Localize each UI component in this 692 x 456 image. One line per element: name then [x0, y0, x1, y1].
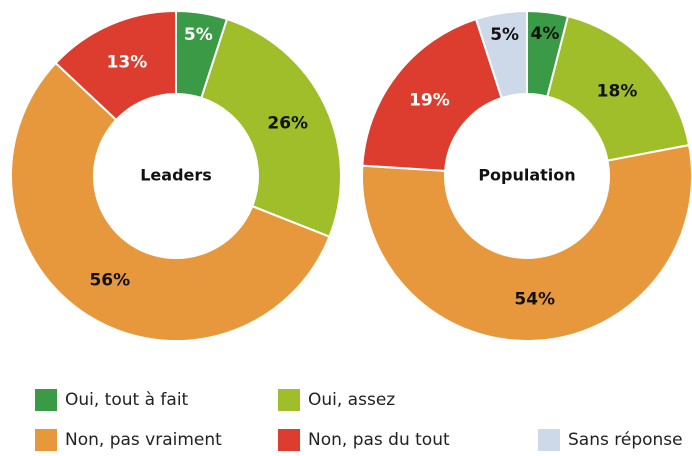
value-label: 5%: [490, 25, 519, 45]
donut-segment: [200, 17, 342, 239]
donut-segment: [361, 143, 692, 342]
legend-label: Non, pas du tout: [308, 430, 450, 450]
legend-swatch: [35, 429, 57, 451]
value-label: 4%: [530, 24, 559, 44]
value-label: 19%: [409, 90, 450, 110]
legend-swatch: [35, 389, 57, 411]
legend-label: Sans réponse: [568, 430, 683, 450]
legend-label: Non, pas vraiment: [65, 430, 222, 450]
donut-segment: [361, 17, 503, 172]
legend-swatch: [278, 429, 300, 451]
donut-segment: [10, 61, 331, 342]
center-label: Leaders: [140, 166, 212, 185]
donut-segment: [474, 9, 528, 100]
donut-segment: [54, 9, 177, 122]
value-label: 13%: [107, 53, 148, 73]
value-label: 5%: [184, 25, 213, 45]
legend-swatch: [538, 429, 560, 451]
center-label: Population: [478, 166, 575, 185]
value-label: 56%: [89, 270, 130, 290]
legend-label: Oui, assez: [308, 390, 395, 410]
value-label: 26%: [267, 113, 308, 133]
legend-label: Oui, tout à fait: [65, 390, 189, 410]
donut-segment: [546, 14, 691, 162]
value-label: 54%: [514, 289, 555, 309]
value-label: 18%: [597, 81, 638, 101]
legend-swatch: [278, 389, 300, 411]
